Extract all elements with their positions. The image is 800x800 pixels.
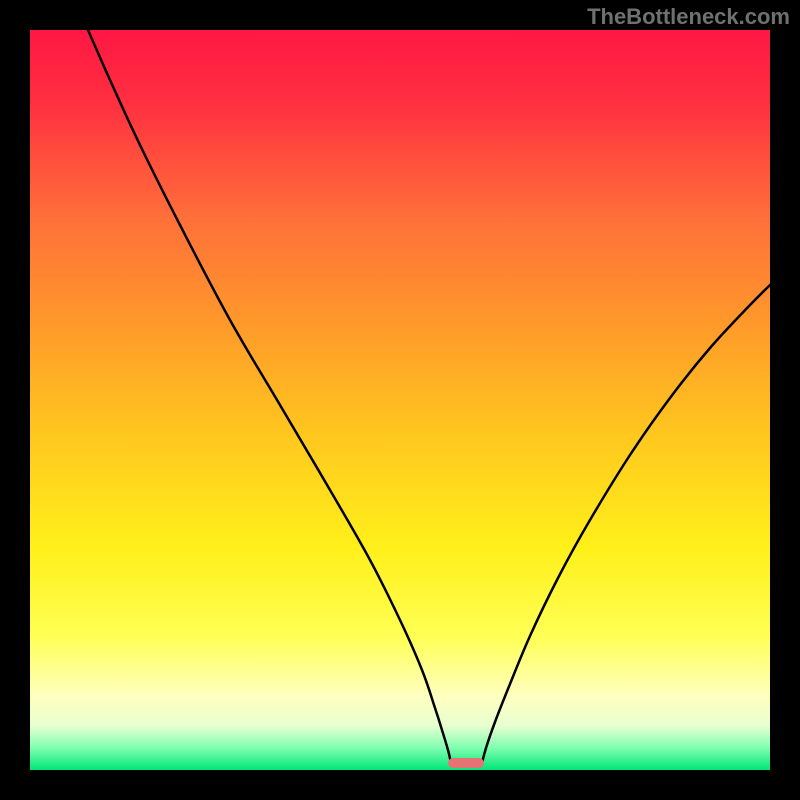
- left-curve: [88, 30, 451, 763]
- curve-overlay: [30, 30, 770, 770]
- chart-plot-area: [30, 30, 770, 770]
- bottleneck-marker: [448, 758, 484, 768]
- watermark-text: TheBottleneck.com: [587, 4, 790, 30]
- right-curve: [482, 285, 770, 763]
